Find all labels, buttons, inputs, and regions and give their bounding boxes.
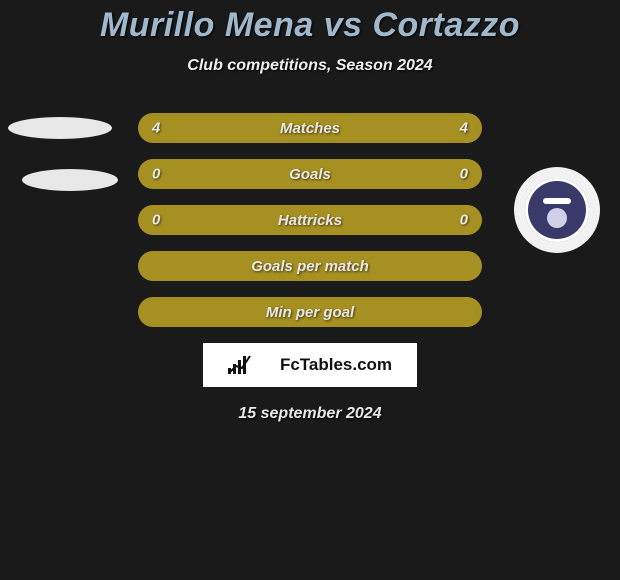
player-left-ellipse-2 (22, 169, 118, 191)
stat-label: Goals (289, 166, 331, 183)
stat-left-value: 4 (152, 120, 160, 137)
stat-label: Min per goal (266, 304, 354, 321)
stat-row-min-per-goal: Min per goal (138, 297, 482, 327)
crest-icon (525, 178, 589, 242)
club-crest-right (514, 167, 600, 253)
stat-left-value: 0 (152, 166, 160, 183)
stats-area: 4 Matches 4 0 Goals 0 0 Hattricks 0 Goal… (0, 113, 620, 423)
stat-right-value: 0 (460, 212, 468, 229)
subtitle: Club competitions, Season 2024 (0, 57, 620, 75)
stat-row-matches: 4 Matches 4 (138, 113, 482, 143)
line-icon (252, 356, 274, 374)
stat-row-hattricks: 0 Hattricks 0 (138, 205, 482, 235)
stat-right-value: 0 (460, 166, 468, 183)
stat-label: Hattricks (278, 212, 342, 229)
stat-right-value: 4 (460, 120, 468, 137)
stat-left-value: 0 (152, 212, 160, 229)
stat-row-goals: 0 Goals 0 (138, 159, 482, 189)
stat-label: Matches (280, 120, 340, 137)
stat-row-goals-per-match: Goals per match (138, 251, 482, 281)
stat-label: Goals per match (251, 258, 369, 275)
page-title: Murillo Mena vs Cortazzo (0, 6, 620, 45)
player-left-ellipse-1 (8, 117, 112, 139)
canvas: Murillo Mena vs Cortazzo Club competitio… (0, 6, 620, 580)
source-logo: FcTables.com (203, 343, 417, 387)
date-text: 15 september 2024 (0, 405, 620, 423)
logo-text: FcTables.com (280, 355, 392, 375)
